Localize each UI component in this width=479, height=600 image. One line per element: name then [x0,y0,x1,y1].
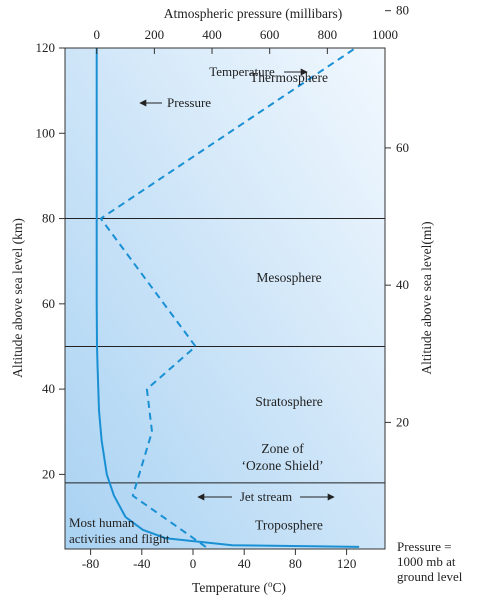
left-tick-label: 100 [36,125,56,140]
top-tick-label: 600 [260,27,280,42]
top-tick-label: 200 [145,27,165,42]
bottom-tick-label: 0 [190,556,197,571]
temperature-annotation: Temperature [209,64,308,79]
layer-label: ‘Ozone Shield’ [242,458,324,473]
layer-label: Stratosphere [255,394,322,409]
right-tick-label: 40 [396,277,409,292]
bottom-axis-ticks: -80 -40 0 40 80 120 [82,549,356,571]
pressure-ground-note-line2: 1000 mb at [397,554,456,569]
top-tick-label: 1000 [372,27,398,42]
pressure-annotation: Pressure [139,95,211,110]
left-tick-label: 20 [42,466,55,481]
pressure-ground-note-line3: ground level [397,569,463,584]
layer-label: Troposphere [255,518,323,533]
left-axis-title: Altitude above sea level (km) [10,218,25,378]
bottom-tick-label: 80 [289,556,302,571]
jet-stream-annotation: Jet stream [197,489,335,504]
temperature-arrow-label: Temperature [209,64,275,79]
layer-labels: Thermosphere Mesosphere Stratosphere Zone o… [242,70,328,533]
pressure-arrow-label: Pressure [167,95,211,110]
right-tick-label: 20 [396,414,409,429]
layer-boundaries [65,218,385,484]
pressure-ground-note-line1: Pressure = [397,539,452,554]
top-tick-label: 0 [93,27,100,42]
series-group [95,47,360,548]
bottom-tick-label: 120 [337,556,357,571]
bottom-tick-label: -80 [82,556,99,571]
bottom-axis-title: Temperature (oC) [192,579,286,595]
bottom-tick-label: -40 [133,556,150,571]
jet-stream-label: Jet stream [240,489,292,504]
left-tick-label: 120 [36,40,56,55]
bottom-tick-label: 40 [238,556,251,571]
top-tick-label: 400 [202,27,222,42]
right-tick-label: 60 [396,140,409,155]
left-axis-ticks: 20 40 60 80 100 120 [36,40,65,481]
top-axis-ticks: 0 200 400 600 800 1000 [93,27,398,54]
top-tick-label: 800 [318,27,338,42]
layer-label: Thermosphere [250,70,328,85]
left-tick-label: 40 [42,381,55,396]
right-axis-title: Altitude above sea level(mi) [419,221,434,374]
left-tick-label: 80 [42,211,55,226]
right-tick-label: 80 [396,3,409,18]
left-tick-label: 60 [42,296,55,311]
right-axis-ticks: 20 40 60 80 [385,3,409,429]
human-activity-note-line1: Most human [69,515,135,530]
plot-background [65,48,385,549]
plot-frame [64,47,386,550]
layer-label: Zone of [261,441,304,456]
layer-label: Mesosphere [256,270,321,285]
top-axis-title: Atmospheric pressure (millibars) [164,6,342,21]
pressure-line [95,48,360,548]
temperature-line [99,47,357,548]
human-activity-note-line2: activities and flight [69,531,170,546]
